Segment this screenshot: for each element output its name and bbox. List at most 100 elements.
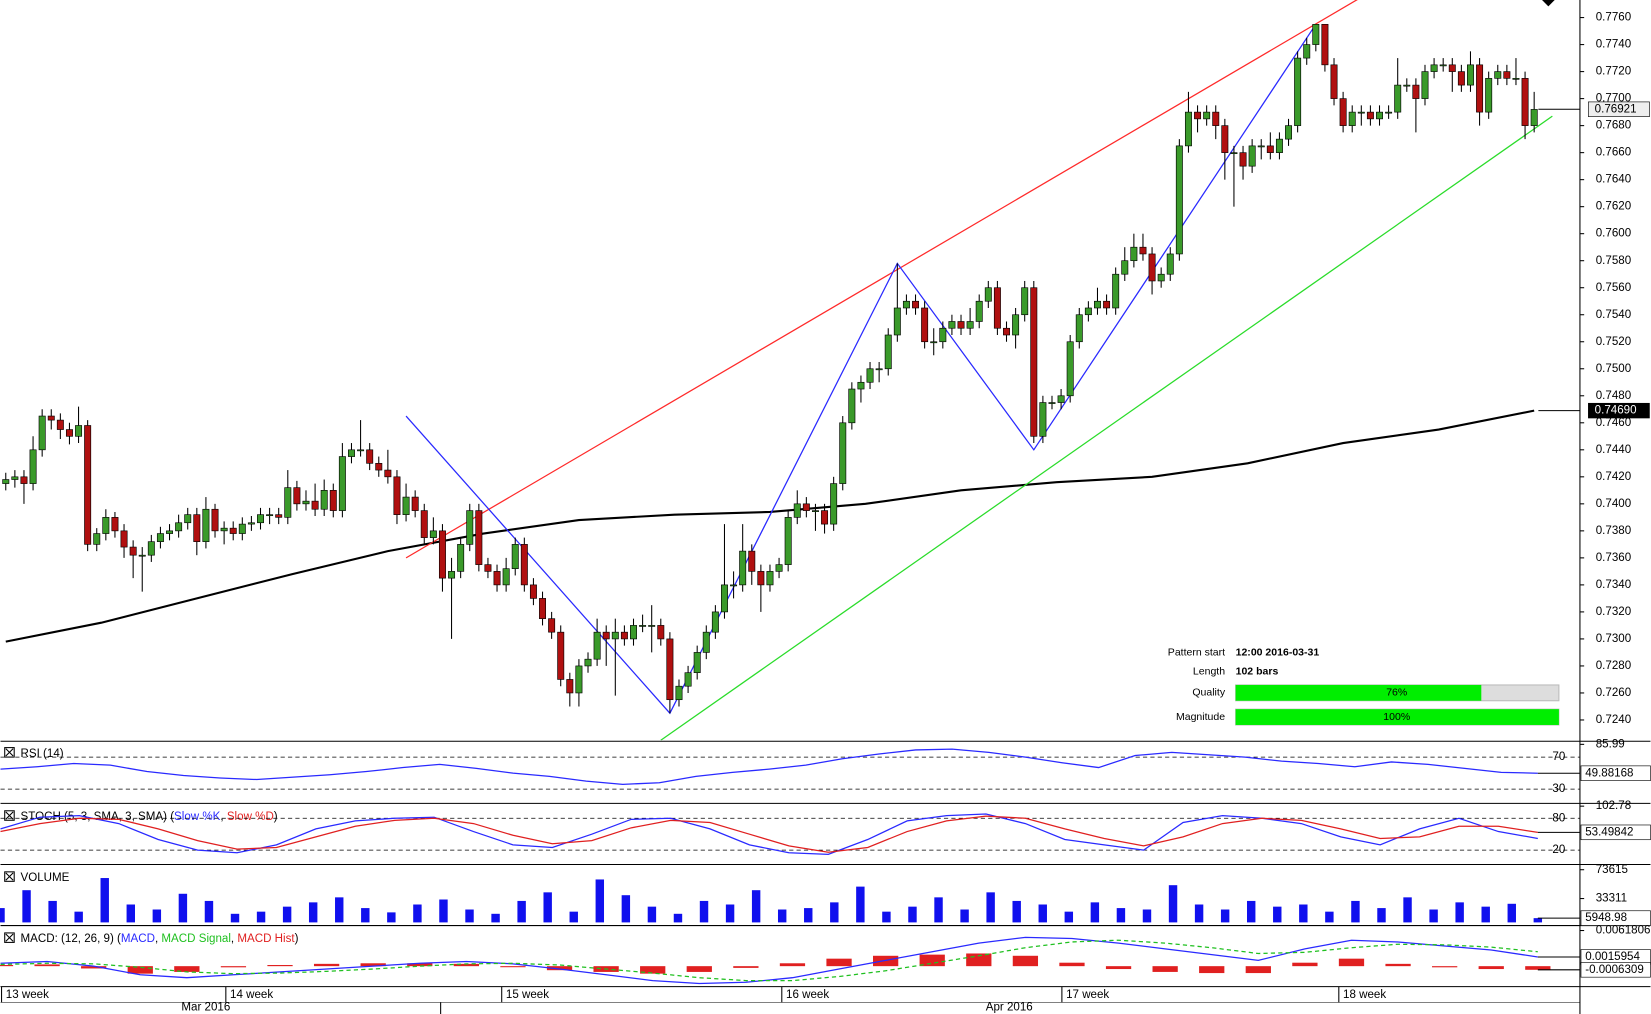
candle-body [438, 530, 446, 579]
candle-body [529, 584, 537, 599]
candle-body [1412, 84, 1420, 99]
volume-bar [1012, 900, 1021, 923]
candle-body [1139, 246, 1147, 255]
y-tick-label: 0.7300 [1596, 633, 1631, 645]
candle-body [47, 415, 55, 421]
candle-body [1075, 314, 1083, 343]
level-label: 80 [1552, 812, 1565, 824]
candle-body [548, 618, 556, 633]
candle-body [320, 490, 328, 510]
candle-body [357, 449, 365, 452]
candle-body [575, 665, 583, 694]
candle-body [1021, 287, 1029, 316]
candle-body [466, 510, 474, 545]
candle-body [1394, 84, 1402, 113]
panel-title: RSI (14) [21, 748, 64, 760]
candle-body [1312, 23, 1320, 45]
x-week-label: 13 week [6, 989, 49, 1001]
candle-body [657, 625, 665, 640]
candle-body [1121, 260, 1129, 275]
indicator-panel: MACD: (12, 26, 9) (MACD, MACD Signal, MA… [0, 925, 1651, 985]
value-tag-label: 0.0015954 [1585, 951, 1640, 963]
x-week-label: 16 week [786, 989, 829, 1001]
candle-body [1303, 44, 1311, 59]
y-tick-label: 0.7260 [1596, 687, 1631, 699]
candle-body [20, 476, 28, 484]
x-month-label: Mar 2016 [181, 1002, 230, 1014]
histogram-bar [34, 964, 60, 967]
panel-title-part: ) [274, 811, 278, 823]
candle-body [702, 631, 710, 653]
candle-body [602, 631, 610, 640]
y-tick-label: 0.7660 [1596, 147, 1631, 159]
info-bar-label: 100% [1383, 711, 1410, 723]
histogram-bar [81, 966, 107, 969]
candle-body [1084, 307, 1092, 316]
volume-bar [1429, 909, 1438, 923]
candle-body [930, 341, 938, 344]
volume-bar [491, 913, 500, 923]
candle-body [1348, 111, 1356, 126]
y-tick-label: 85.99 [1596, 738, 1625, 750]
candle-body [875, 368, 883, 371]
candle-body [748, 550, 756, 572]
volume-bar [751, 890, 761, 923]
y-tick-label: 0.7240 [1596, 714, 1631, 726]
candle-body [1239, 152, 1247, 167]
y-tick-label: 0.7460 [1596, 417, 1631, 429]
y-tick-label: 0.7580 [1596, 255, 1631, 267]
y-tick-label: 0.7480 [1596, 390, 1631, 402]
histogram-bar [1059, 962, 1085, 967]
panel-title: STOCH (5, 3, SMA, 3, SMA) (Slow %K, Slow… [21, 811, 278, 823]
candle-body [1157, 273, 1165, 282]
channel-line [660, 115, 1553, 741]
y-tick-label: 0.7380 [1596, 525, 1631, 537]
volume-bar [1142, 909, 1152, 923]
candle-body [1376, 111, 1383, 120]
info-bar [1235, 684, 1482, 701]
volume-bar [882, 911, 891, 923]
level-label: 70 [1552, 751, 1565, 763]
volume-bar [830, 902, 839, 923]
candle-body [120, 530, 128, 548]
volume-bar [621, 895, 631, 923]
candle-body [29, 449, 37, 484]
candle-body [921, 307, 929, 343]
volume-bar [256, 911, 266, 923]
candle-body [902, 300, 910, 309]
candle-body [884, 334, 892, 370]
value-tag [1580, 824, 1651, 841]
candle-body [802, 503, 810, 511]
x-month-label: Apr 2016 [986, 1002, 1033, 1014]
candle-body [1439, 64, 1447, 67]
candle-body [156, 533, 164, 542]
volume-bar [543, 892, 552, 923]
panel-title-part: RSI (14) [21, 748, 64, 760]
panel-title-part: , [231, 933, 237, 945]
candle-body [1467, 64, 1474, 86]
indicator-line [0, 815, 1538, 853]
candle-body [539, 598, 547, 619]
volume-bar [699, 900, 709, 923]
y-tick-label: 0.7340 [1596, 579, 1631, 591]
candle-body [1094, 300, 1101, 309]
candle-body [1148, 253, 1156, 282]
candle-body [266, 514, 274, 517]
candle-body [584, 658, 592, 667]
candle-body [220, 527, 228, 532]
histogram-bar [1385, 963, 1411, 967]
info-name: Length [1193, 666, 1225, 678]
pattern-zigzag [405, 23, 1317, 715]
candle-body [675, 685, 683, 701]
volume-bar [361, 908, 370, 923]
candle-body [338, 456, 346, 511]
y-tick-label: 0.7760 [1596, 12, 1631, 24]
candle-body [939, 327, 947, 343]
histogram-bar [453, 963, 479, 967]
histogram-bar [267, 965, 293, 967]
volume-bar [22, 890, 31, 923]
volume-bar [230, 913, 240, 923]
y-tick-label: 0.7640 [1596, 174, 1631, 186]
candle-body [1485, 78, 1493, 113]
